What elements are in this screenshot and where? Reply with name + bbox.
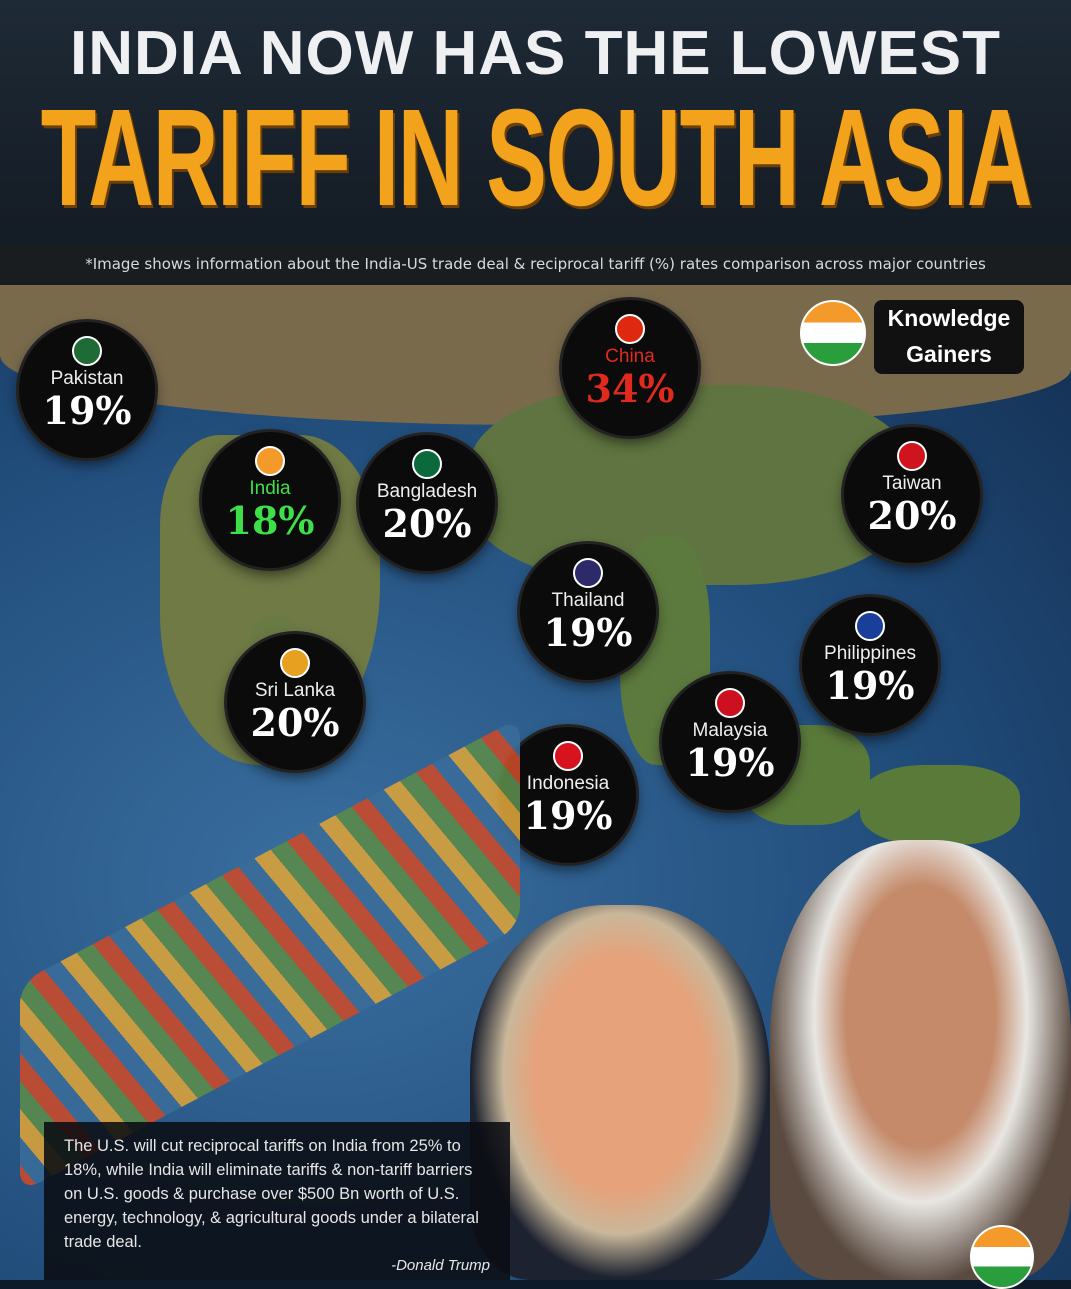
flag-icon [72,336,102,366]
flag-icon [855,611,885,641]
knowledge-gainers-logo [800,300,866,366]
knowledge-gainers-logo-small [970,1225,1034,1289]
tariff-rate: 19% [825,663,915,708]
flag-icon [715,688,745,718]
country-name: Philippines [824,643,916,664]
tariff-rate: 19% [523,793,613,838]
country-bubble-bangladesh: Bangladesh 20% [359,435,495,571]
tariff-rate: 20% [382,501,472,546]
tariff-rate: 34% [585,366,675,411]
flag-icon [255,446,285,476]
country-bubble-malaysia: Malaysia 19% [662,674,798,810]
country-name: Taiwan [882,473,942,494]
country-bubble-china: China 34% [562,300,698,436]
country-bubble-philippines: Philippines 19% [802,597,938,733]
title-line-2: TARIFF IN SOUTH ASIA [40,81,1032,235]
country-bubble-india: India 18% [202,432,338,568]
flag-icon [897,441,927,471]
brand-line-2: Gainers [906,341,992,367]
country-bubble-thailand: Thailand 19% [520,544,656,680]
tariff-rate: 20% [867,493,957,538]
brand-line-1: Knowledge [887,305,1011,331]
country-bubble-pakistan: Pakistan 19% [19,322,155,458]
country-name: India [249,478,291,499]
quote-author: -Donald Trump [391,1257,490,1274]
tariff-rate: 20% [250,700,340,745]
country-bubble-sri-lanka: Sri Lanka 20% [227,634,363,770]
country-name: Sri Lanka [254,680,336,701]
subtitle-note: *Image shows information about the India… [0,245,1071,285]
tariff-rate: 19% [685,740,775,785]
country-bubble-indonesia: Indonesia 19% [500,727,636,863]
country-name: Malaysia [692,720,768,741]
country-name: Indonesia [526,773,610,794]
quote-box: The U.S. will cut reciprocal tariffs on … [44,1122,510,1280]
tariff-rate: 19% [543,610,633,655]
country-name: China [605,346,655,367]
flag-icon [412,449,442,479]
header: INDIA NOW HAS THE LOWEST TARIFF IN SOUTH… [0,0,1071,245]
country-bubble-taiwan: Taiwan 20% [844,427,980,563]
donald-trump-photo [470,905,770,1280]
flag-icon [573,558,603,588]
narendra-modi-photo [770,840,1071,1280]
brand-label: Knowledge Gainers [874,300,1024,374]
country-name: Thailand [551,590,625,611]
flag-icon [553,741,583,771]
flag-icon [615,314,645,344]
quote-text: The U.S. will cut reciprocal tariffs on … [64,1137,479,1251]
flag-icon [280,648,310,678]
tariff-rate: 19% [42,388,132,433]
country-name: Pakistan [50,368,124,389]
tariff-rate: 18% [225,498,315,543]
title-line-1: INDIA NOW HAS THE LOWEST [70,19,1001,88]
country-name: Bangladesh [376,481,478,502]
